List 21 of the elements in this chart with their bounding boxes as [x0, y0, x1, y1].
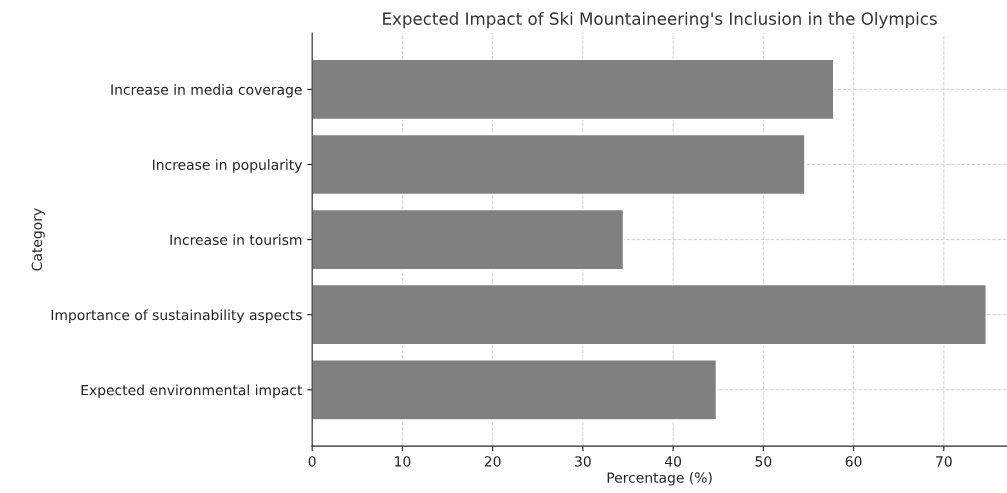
x-tick-label: 60	[845, 456, 862, 467]
y-tick-label: Increase in popularity	[153, 159, 303, 173]
chart-title: Expected Impact of Ski Mountaineering's Inclusion in the Olympics	[383, 12, 937, 29]
x-tick-label: 0	[308, 456, 316, 467]
bar	[312, 58, 835, 121]
y-tick-label: Expected environmental impact	[81, 384, 303, 398]
x-tick-label: 20	[484, 456, 501, 467]
bar	[312, 359, 718, 421]
x-tick-label: 50	[755, 456, 772, 467]
x-axis-title: Percentage (%)	[607, 472, 712, 486]
x-tick-label: 40	[664, 456, 682, 467]
bar	[312, 208, 625, 271]
bar	[312, 283, 987, 346]
y-tick-label: Importance of sustainability aspects	[51, 309, 302, 323]
y-tick-label: Increase in tourism	[170, 234, 302, 246]
x-tick-label: 10	[395, 456, 411, 467]
bar	[312, 133, 806, 196]
x-tick-label: 70	[936, 456, 952, 467]
x-tick-label: 30	[575, 456, 591, 467]
y-axis-title: Category	[31, 208, 45, 271]
y-tick-label: Increase in media coverage	[111, 84, 302, 98]
